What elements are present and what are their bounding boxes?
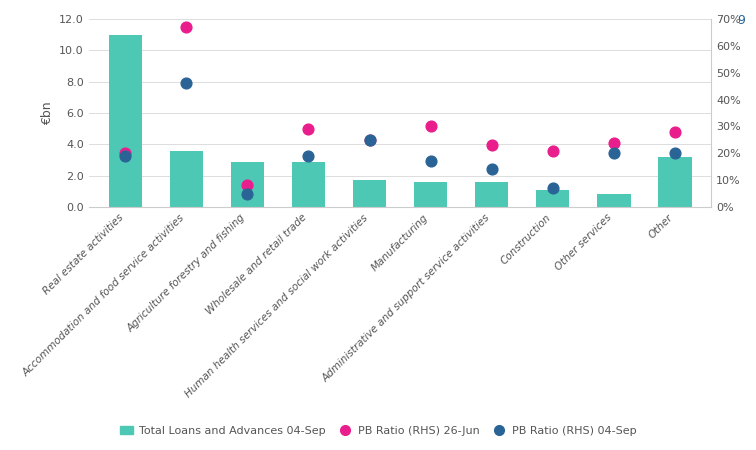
Point (119, 153, 132, 160)
Point (485, 166, 497, 173)
Point (669, 150, 681, 157)
Point (485, 142, 497, 149)
Point (302, 126, 314, 133)
Point (547, 147, 559, 154)
Point (181, 23, 193, 31)
Bar (536, 190, 569, 207)
Point (241, 190, 253, 197)
Point (364, 136, 376, 144)
Bar (475, 182, 509, 207)
Point (669, 128, 681, 135)
Bar (414, 182, 448, 207)
Bar (292, 162, 325, 207)
Bar (353, 180, 386, 207)
Point (241, 182, 253, 189)
Point (608, 150, 620, 157)
Bar (169, 151, 203, 207)
Bar (109, 35, 142, 207)
Point (547, 184, 559, 192)
Point (425, 123, 437, 130)
Point (364, 136, 376, 144)
Point (425, 158, 437, 165)
Point (608, 139, 620, 146)
Point (119, 150, 132, 157)
Text: 9: 9 (737, 14, 745, 27)
Point (302, 153, 314, 160)
Legend: Total Loans and Advances 04-Sep, PB Ratio (RHS) 26-Jun, PB Ratio (RHS) 04-Sep: Total Loans and Advances 04-Sep, PB Rati… (116, 421, 640, 440)
Bar (231, 162, 265, 207)
Y-axis label: €bn: €bn (41, 101, 54, 125)
Point (181, 80, 193, 87)
Bar (597, 194, 631, 207)
Bar (658, 157, 692, 207)
